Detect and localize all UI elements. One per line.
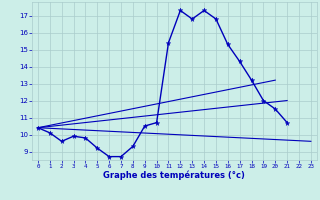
X-axis label: Graphe des températures (°c): Graphe des températures (°c) — [103, 171, 245, 180]
